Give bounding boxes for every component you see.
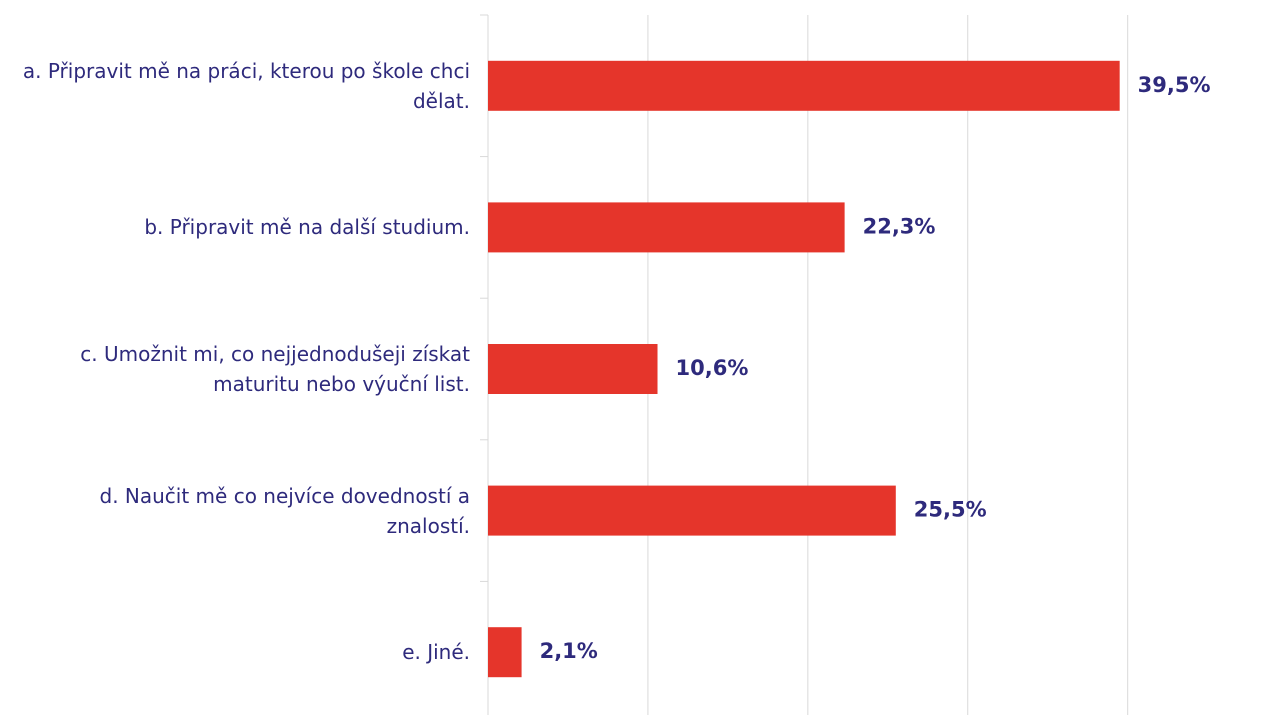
category-label: b. Připravit mě na další studium. <box>144 215 470 240</box>
category-label: a. Připravit mě na práci, kterou po škol… <box>22 58 470 113</box>
value-label: 2,1% <box>540 639 598 663</box>
bar <box>488 344 658 394</box>
category-label: e. Jiné. <box>402 640 470 665</box>
category-label: d. Naučit mě co nejvíce dovedností a zna… <box>99 483 471 538</box>
value-label: 39,5% <box>1138 73 1211 97</box>
category-label: c. Umožnit mi, co nejjednodušeji získat … <box>80 342 470 396</box>
value-label: 25,5% <box>914 498 987 522</box>
value-label: 10,6% <box>676 356 749 380</box>
bar <box>488 627 522 678</box>
bar <box>488 60 1120 111</box>
bar <box>488 202 845 253</box>
bar <box>488 485 896 536</box>
value-label: 22,3% <box>863 214 936 238</box>
